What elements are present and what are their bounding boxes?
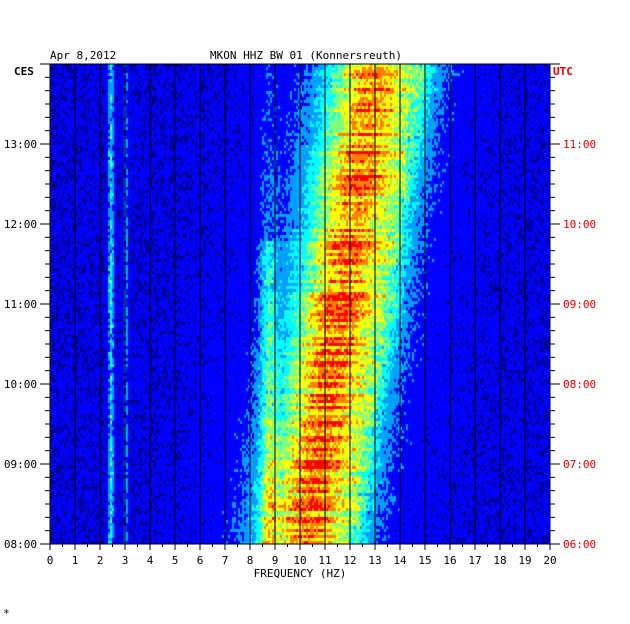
left-axis-label: CES (14, 65, 34, 78)
footer-mark: * (3, 607, 10, 620)
x-tick-label: 20 (543, 554, 556, 567)
x-tick-label: 10 (293, 554, 306, 567)
x-tick-label: 9 (272, 554, 279, 567)
chart-station: MKON HHZ BW 01 (Konnersreuth) (210, 49, 402, 62)
x-tick-label: 17 (468, 554, 481, 567)
axes: 0 1 2 3 4 5 6 7 8 9 10 11 12 13 14 15 16 17 18 19 2013:0012:… (4, 63, 596, 567)
right-axis-label: UTC (553, 65, 573, 78)
right-tick-label: 10:00 (563, 218, 596, 231)
x-tick-label: 8 (247, 554, 254, 567)
x-tick-label: 14 (393, 554, 407, 567)
left-tick-label: 10:00 (4, 378, 37, 391)
x-tick-label: 7 (222, 554, 229, 567)
x-tick-label: 1 (72, 554, 79, 567)
right-tick-label: 06:00 (563, 538, 596, 551)
x-tick-label: 3 (122, 554, 129, 567)
x-tick-label: 16 (443, 554, 456, 567)
x-tick-label: 5 (172, 554, 179, 567)
right-tick-label: 07:00 (563, 458, 596, 471)
x-tick-label: 12 (343, 554, 356, 567)
left-tick-label: 12:00 (4, 218, 37, 231)
x-tick-label: 11 (318, 554, 331, 567)
x-axis-label: FREQUENCY (HZ) (254, 567, 347, 580)
x-tick-label: 13 (368, 554, 381, 567)
grid-lines (74, 64, 526, 544)
right-tick-label: 11:00 (563, 138, 596, 151)
left-tick-label: 13:00 (4, 138, 37, 151)
x-tick-label: 6 (197, 554, 204, 567)
x-tick-label: 0 (47, 554, 54, 567)
x-tick-label: 2 (97, 554, 104, 567)
left-tick-label: 09:00 (4, 458, 37, 471)
x-tick-label: 15 (418, 554, 431, 567)
x-tick-label: 4 (147, 554, 154, 567)
x-tick-label: 19 (518, 554, 531, 567)
left-tick-label: 08:00 (4, 538, 37, 551)
right-tick-label: 09:00 (563, 298, 596, 311)
right-tick-label: 08:00 (563, 378, 596, 391)
chart-date: Apr 8,2012 (50, 49, 116, 62)
x-tick-label: 18 (493, 554, 506, 567)
left-tick-label: 11:00 (4, 298, 37, 311)
